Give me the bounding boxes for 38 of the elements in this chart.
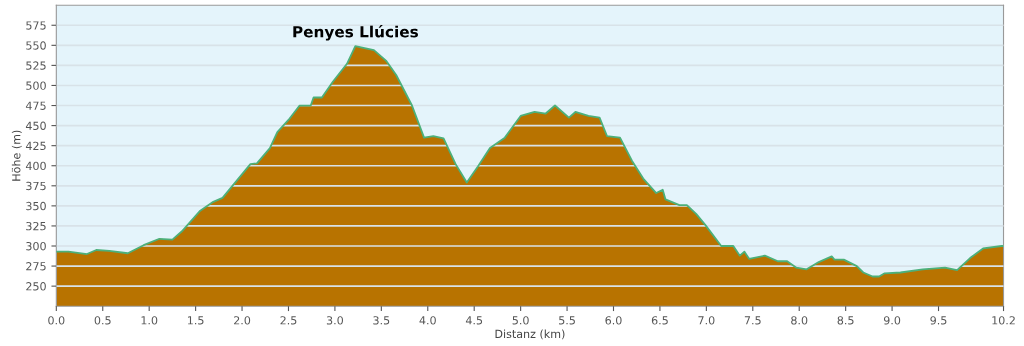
x-tick-label: 10.2 xyxy=(992,316,1015,325)
y-tick-label: 550 xyxy=(26,41,46,50)
x-tick-label: 5.5 xyxy=(559,316,575,325)
y-tick-label: 425 xyxy=(25,141,46,151)
x-tick-label: 1.0 xyxy=(141,316,158,325)
x-tick-label: 7.5 xyxy=(744,316,761,325)
x-tick-label: 5.0 xyxy=(512,316,529,325)
y-tick-label: 525 xyxy=(26,61,46,70)
y-axis-title: Höhe (m) xyxy=(11,130,22,181)
x-axis-title: Distanz (km) xyxy=(495,329,565,340)
x-tick-label: 4.5 xyxy=(465,316,483,325)
y-tick-label: 350 xyxy=(26,201,46,211)
x-tick-label: 2.0 xyxy=(234,316,251,325)
x-tick-label: 0.5 xyxy=(94,316,111,325)
x-tick-label: 9.0 xyxy=(883,316,901,325)
x-tick-label: 7.0 xyxy=(698,316,715,325)
y-tick-label: 500 xyxy=(26,81,46,90)
x-tick-label: 0.0 xyxy=(48,316,65,325)
x-tick-label: 8.5 xyxy=(837,316,854,325)
x-tick-label: 8.0 xyxy=(791,316,808,325)
y-tick-label: 275 xyxy=(26,262,46,271)
y-tick-label: 475 xyxy=(25,101,46,110)
x-tick-label: 6.0 xyxy=(605,316,622,325)
annotation: Penyes Llúcies xyxy=(293,25,418,41)
x-tick-label: 3.5 xyxy=(373,316,390,325)
y-tick-label: 375 xyxy=(26,181,46,191)
x-tick-label: 4.0 xyxy=(419,316,436,325)
y-tick-label: 300 xyxy=(26,241,46,251)
y-tick-label: 325 xyxy=(26,221,46,231)
x-tick-label: 9.5 xyxy=(930,316,947,325)
x-tick-label: 3.0 xyxy=(326,316,344,325)
y-tick-label: 575 xyxy=(26,21,46,30)
y-tick-label: 400 xyxy=(25,161,46,171)
y-tick-label: 450 xyxy=(25,121,46,130)
x-tick-label: 6.5 xyxy=(651,316,668,325)
x-tick-label: 1.5 xyxy=(188,316,204,325)
y-tick-label: 250 xyxy=(26,282,46,291)
x-tick-label: 2.5 xyxy=(280,316,297,325)
